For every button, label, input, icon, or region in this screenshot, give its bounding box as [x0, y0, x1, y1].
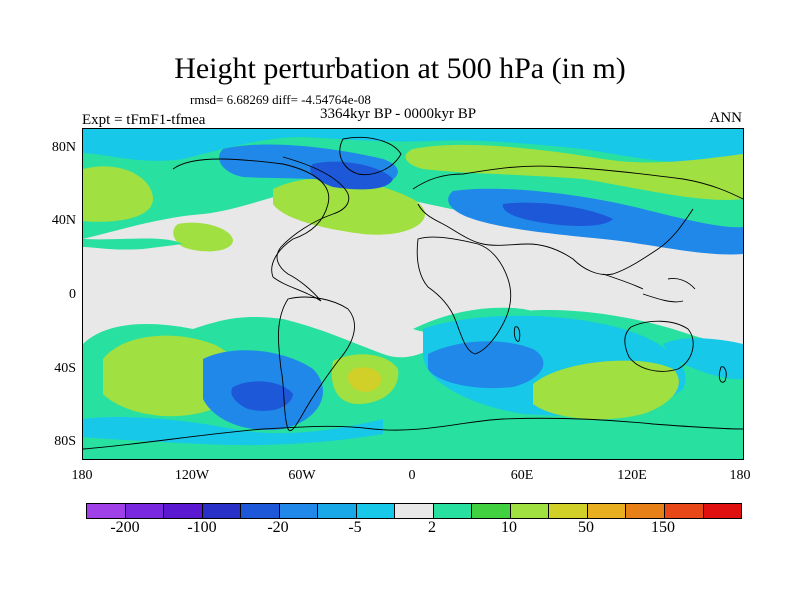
- colorbar-swatch: [164, 504, 203, 518]
- season-label: ANN: [709, 110, 743, 126]
- field-south-yellow-atlantic: [347, 367, 382, 392]
- coast-north-america: [172, 156, 350, 302]
- rmsd-diff-stats: rmsd= 6.68269 diff= -4.54764e-08: [190, 92, 371, 107]
- coast-africa: [416, 236, 512, 355]
- colorbar-swatch: [241, 504, 280, 518]
- lon-label-60e: 60E: [510, 468, 534, 483]
- colorbar-swatch: [318, 504, 357, 518]
- coast-greenland: [339, 136, 402, 176]
- colorbar-label: 50: [578, 519, 594, 536]
- colorbar-swatch: [549, 504, 588, 518]
- lat-label-40n: 40N: [51, 213, 76, 228]
- colorbar-label: 10: [501, 519, 517, 536]
- lon-label-180e: 180: [729, 468, 751, 483]
- colorbar-swatch: [433, 504, 473, 518]
- colorbar-swatch: [703, 504, 742, 518]
- height-field-map: [83, 129, 743, 459]
- colorbar-label: -5: [348, 519, 362, 536]
- field-north-darkblue-asia: [502, 202, 613, 226]
- colorbar-label: -100: [187, 519, 217, 536]
- field-south-blue-indian: [428, 341, 544, 389]
- coast-antarctica: [83, 417, 743, 450]
- colorbar-swatch: [510, 504, 550, 518]
- lat-label-80s: 80S: [54, 434, 76, 449]
- field-south-cyan-sw: [83, 417, 383, 446]
- colorbar: [86, 503, 742, 519]
- colorbar-swatch: [279, 504, 319, 518]
- field-north-yellow-na: [273, 178, 425, 235]
- colorbar-swatch: [587, 504, 627, 518]
- lon-label-180w: 180: [71, 468, 93, 483]
- colorbar-label: 150: [651, 519, 675, 536]
- colorbar-label: -20: [267, 519, 289, 536]
- colorbar-label: 2: [428, 519, 436, 536]
- field-south-yellow-indian: [533, 360, 679, 420]
- lon-label-120w: 120W: [174, 468, 210, 483]
- field-south-darkblue-pacific: [231, 381, 293, 411]
- coastlines: [83, 136, 743, 450]
- coast-new-zealand: [718, 366, 727, 383]
- coast-south-america: [277, 296, 355, 432]
- map-panel: [82, 128, 744, 460]
- experiment-label: Expt = tFmF1-tfmea: [82, 112, 206, 128]
- plot-title: Height perturbation at 500 hPa (in m): [174, 52, 626, 85]
- colorbar-swatch: [395, 504, 434, 518]
- field-north-teal-west: [83, 238, 183, 250]
- colorbar-swatch: [626, 504, 665, 518]
- lon-label-0: 0: [408, 468, 416, 483]
- colorbar-swatch: [202, 504, 242, 518]
- colorbar-swatch: [664, 504, 704, 518]
- period-label: 3364kyr BP - 0000kyr BP: [320, 106, 477, 122]
- colorbar-swatch: [125, 504, 165, 518]
- lon-label-60w: 60W: [288, 468, 316, 483]
- coast-se-asia: [602, 273, 696, 303]
- lat-label-40s: 40S: [54, 361, 76, 376]
- field-north-yellow-pacific: [173, 222, 233, 252]
- field-north-yellow-west: [83, 166, 153, 222]
- colorbar-swatch: [87, 504, 126, 518]
- coast-europe-asia: [412, 165, 743, 276]
- lon-label-120e: 120E: [617, 468, 647, 483]
- field-north-cyan-band: [83, 129, 743, 164]
- coast-australia: [624, 320, 694, 372]
- field-south-cyan-ne: [663, 338, 743, 380]
- colorbar-label: -200: [110, 519, 140, 536]
- colorbar-swatch: [356, 504, 396, 518]
- lat-label-equator: 0: [69, 287, 76, 302]
- field-north-darkblue-greenland: [310, 161, 393, 190]
- field-north-yellow-atlantic: [405, 144, 743, 200]
- colorbar-swatch: [472, 504, 511, 518]
- lat-label-80n: 80N: [51, 140, 76, 155]
- coast-madagascar: [513, 326, 521, 342]
